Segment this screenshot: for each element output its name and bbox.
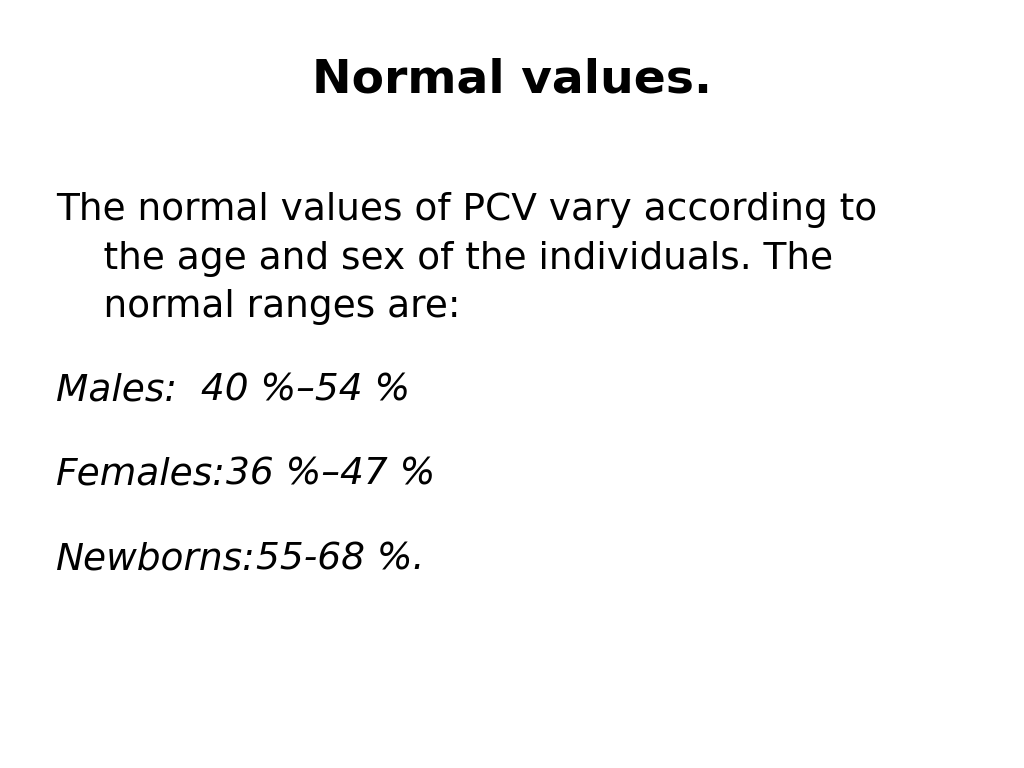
Text: Females:: Females:: [56, 457, 226, 493]
Text: Normal values.: Normal values.: [312, 58, 712, 103]
Text: Males:: Males:: [56, 372, 189, 409]
Text: 36 %–47 %: 36 %–47 %: [226, 457, 435, 493]
Text: The normal values of PCV vary according to
    the age and sex of the individual: The normal values of PCV vary according …: [56, 192, 878, 325]
Text: 40 %–54 %: 40 %–54 %: [189, 372, 411, 409]
Text: 55-68 %.: 55-68 %.: [256, 541, 424, 578]
Text: Newborns:: Newborns:: [56, 541, 256, 578]
